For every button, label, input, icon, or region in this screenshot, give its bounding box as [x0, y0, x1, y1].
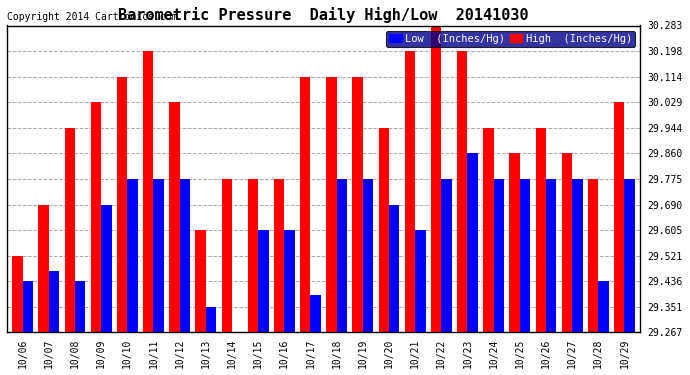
Bar — [493, 179, 504, 332]
Bar — [379, 128, 389, 332]
Bar — [117, 76, 128, 332]
Bar — [143, 51, 153, 332]
Legend: Low  (Inches/Hg), High  (Inches/Hg): Low (Inches/Hg), High (Inches/Hg) — [386, 31, 635, 47]
Bar — [101, 205, 112, 332]
Bar — [624, 179, 635, 332]
Bar — [431, 26, 442, 332]
Bar — [509, 153, 520, 332]
Bar — [363, 179, 373, 332]
Bar — [75, 281, 86, 332]
Bar — [415, 230, 426, 332]
Bar — [49, 271, 59, 332]
Bar — [353, 76, 363, 332]
Title: Barometric Pressure  Daily High/Low  20141030: Barometric Pressure Daily High/Low 20141… — [118, 7, 529, 23]
Bar — [389, 205, 400, 332]
Bar — [195, 230, 206, 332]
Bar — [23, 281, 33, 332]
Bar — [12, 256, 23, 332]
Bar — [337, 179, 347, 332]
Bar — [546, 179, 556, 332]
Bar — [274, 179, 284, 332]
Bar — [300, 76, 310, 332]
Bar — [442, 179, 452, 332]
Bar — [206, 307, 216, 332]
Bar — [169, 102, 179, 332]
Bar — [520, 179, 531, 332]
Bar — [90, 102, 101, 332]
Bar — [598, 281, 609, 332]
Bar — [326, 76, 337, 332]
Bar — [572, 179, 582, 332]
Bar — [284, 230, 295, 332]
Text: Copyright 2014 Cartronics.com: Copyright 2014 Cartronics.com — [7, 12, 177, 22]
Bar — [614, 102, 624, 332]
Bar — [457, 51, 467, 332]
Bar — [588, 179, 598, 332]
Bar — [39, 205, 49, 332]
Bar — [221, 179, 232, 332]
Bar — [258, 230, 268, 332]
Bar — [467, 153, 478, 332]
Bar — [310, 295, 321, 332]
Bar — [153, 179, 164, 332]
Bar — [179, 179, 190, 332]
Bar — [128, 179, 138, 332]
Bar — [562, 153, 572, 332]
Bar — [404, 51, 415, 332]
Bar — [64, 128, 75, 332]
Bar — [483, 128, 493, 332]
Bar — [248, 179, 258, 332]
Bar — [535, 128, 546, 332]
